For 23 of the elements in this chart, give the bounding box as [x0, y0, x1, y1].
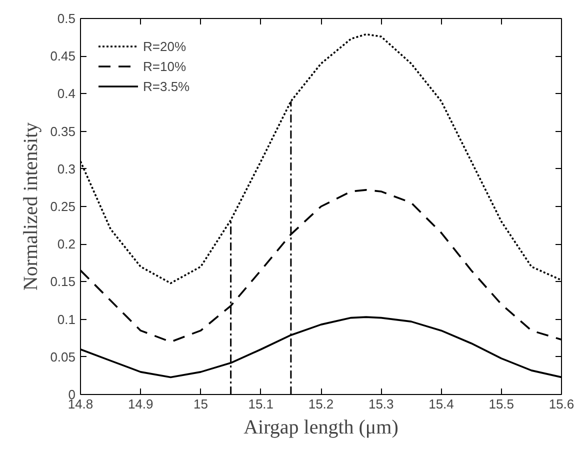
y-tick-label: 0.25 — [50, 199, 76, 214]
y-axis-title: Normalized intensity — [20, 122, 42, 291]
x-tick-label: 15.4 — [428, 396, 454, 412]
x-tick-label: 15.5 — [488, 396, 514, 412]
y-tick-label: 0.35 — [50, 124, 76, 139]
y-tick-label: 0.1 — [57, 312, 76, 327]
legend-label: R=10% — [143, 58, 186, 74]
x-tick-label: 14.9 — [128, 396, 154, 412]
y-tick-label: 0.3 — [57, 161, 76, 176]
x-tick-label: 15.6 — [548, 396, 574, 412]
y-tick-label: 0.05 — [50, 349, 76, 364]
legend-label: R=3.5% — [143, 78, 190, 94]
y-tick-label: 0.45 — [50, 48, 76, 64]
y-tick-label: 0.5 — [57, 11, 76, 26]
x-tick-label: 15.3 — [368, 396, 394, 412]
x-tick-label: 15.1 — [248, 396, 274, 412]
x-tick-label: 15.2 — [308, 396, 334, 412]
y-tick-label: 0.15 — [50, 274, 76, 290]
x-axis-title: Airgap length (μm) — [244, 416, 398, 438]
y-tick-label: 0.2 — [57, 236, 76, 252]
x-tick-label: 15 — [194, 396, 208, 412]
legend-label: R=20% — [143, 38, 186, 54]
y-tick-label: 0.4 — [57, 86, 76, 102]
